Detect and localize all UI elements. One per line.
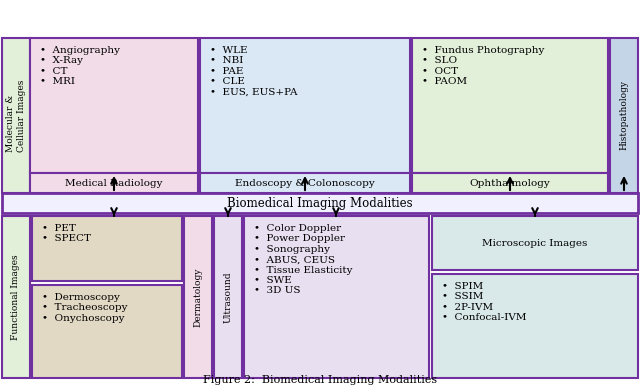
Text: Medical Radiology: Medical Radiology <box>65 178 163 187</box>
FancyBboxPatch shape <box>412 173 608 193</box>
FancyBboxPatch shape <box>2 38 30 193</box>
Text: •  Color Doppler
•  Power Doppler
•  Sonography
•  ABUS, CEUS
•  Tissue Elastici: • Color Doppler • Power Doppler • Sonogr… <box>254 224 353 295</box>
FancyBboxPatch shape <box>30 173 198 193</box>
FancyBboxPatch shape <box>32 285 182 378</box>
Text: Histopathology: Histopathology <box>620 80 628 151</box>
Text: Dermatology: Dermatology <box>193 267 202 327</box>
FancyBboxPatch shape <box>184 216 212 378</box>
Text: Functional Images: Functional Images <box>12 254 20 340</box>
Text: Endoscopy & Colonoscopy: Endoscopy & Colonoscopy <box>235 178 375 187</box>
FancyBboxPatch shape <box>30 38 198 173</box>
Text: Molecular &
Cellular Images: Molecular & Cellular Images <box>6 79 26 152</box>
FancyBboxPatch shape <box>2 193 638 213</box>
Text: Biomedical Imaging Modalities: Biomedical Imaging Modalities <box>227 196 413 210</box>
Text: •  SPIM
•  SSIM
•  2P-IVM
•  Confocal-IVM: • SPIM • SSIM • 2P-IVM • Confocal-IVM <box>442 282 527 322</box>
FancyBboxPatch shape <box>2 216 30 378</box>
FancyBboxPatch shape <box>214 216 242 378</box>
FancyBboxPatch shape <box>610 38 638 193</box>
FancyBboxPatch shape <box>412 38 608 173</box>
Text: •  Dermoscopy
•  Tracheoscopy
•  Onychoscopy: • Dermoscopy • Tracheoscopy • Onychoscop… <box>42 293 127 323</box>
FancyBboxPatch shape <box>432 216 638 270</box>
Text: Ophthalmology: Ophthalmology <box>470 178 550 187</box>
Text: Microscopic Images: Microscopic Images <box>483 239 588 248</box>
Text: Ultrasound: Ultrasound <box>223 271 232 323</box>
Text: •  PET
•  SPECT: • PET • SPECT <box>42 224 91 243</box>
FancyBboxPatch shape <box>244 216 429 378</box>
FancyBboxPatch shape <box>32 216 182 281</box>
FancyBboxPatch shape <box>200 173 410 193</box>
Text: Figure 2:  Biomedical Imaging Modalities: Figure 2: Biomedical Imaging Modalities <box>203 375 437 385</box>
Text: •  Fundus Photography
•  SLO
•  OCT
•  PAOM: • Fundus Photography • SLO • OCT • PAOM <box>422 46 545 86</box>
FancyBboxPatch shape <box>200 38 410 173</box>
Text: •  Angiography
•  X-Ray
•  CT
•  MRI: • Angiography • X-Ray • CT • MRI <box>40 46 120 86</box>
Text: •  WLE
•  NBI
•  PAE
•  CLE
•  EUS, EUS+PA: • WLE • NBI • PAE • CLE • EUS, EUS+PA <box>210 46 298 97</box>
FancyBboxPatch shape <box>432 274 638 378</box>
